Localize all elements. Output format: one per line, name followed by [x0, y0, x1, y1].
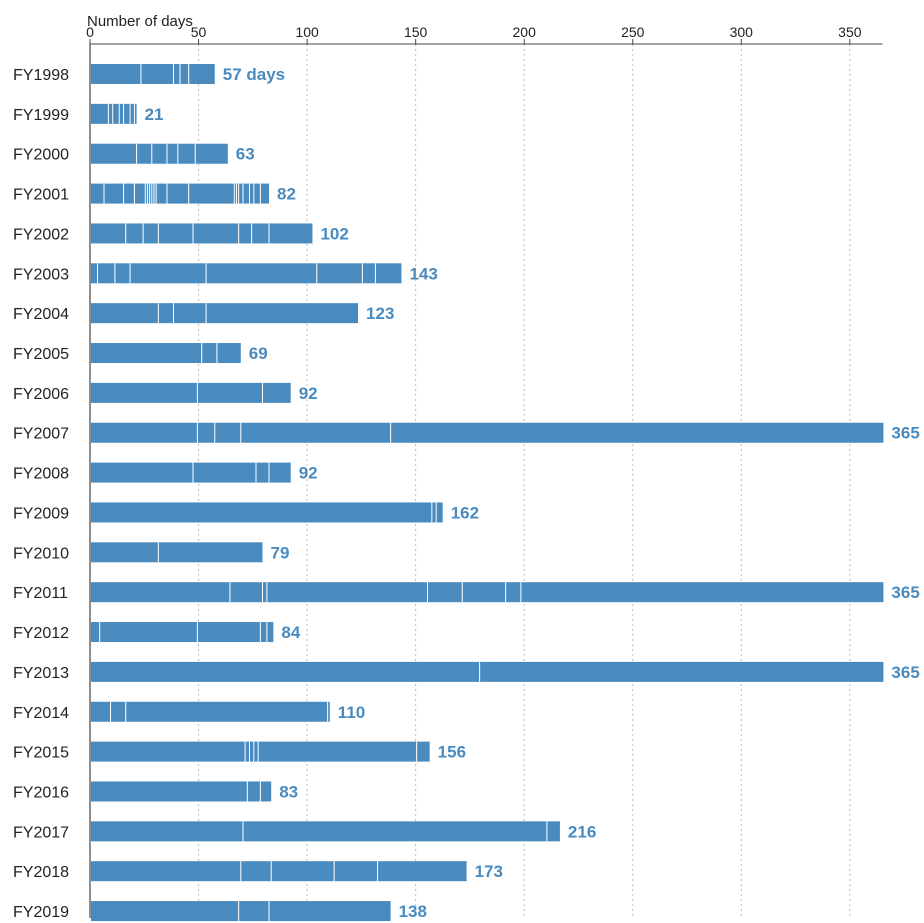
bar-FY2019 [91, 901, 391, 922]
x-tick-label-200: 200 [513, 24, 537, 40]
category-label-FY2014: FY2014 [13, 705, 69, 722]
value-label-FY2001: 82 [277, 185, 296, 204]
category-label-FY2010: FY2010 [13, 545, 69, 562]
category-label-FY2016: FY2016 [13, 784, 69, 801]
category-label-FY2006: FY2006 [13, 386, 69, 403]
x-tick-label-350: 350 [838, 24, 862, 40]
bar-layer [91, 64, 884, 922]
x-tick-label-150: 150 [404, 24, 428, 40]
value-label-FY2014: 110 [338, 703, 365, 722]
value-label-FY2009: 162 [451, 503, 479, 522]
category-label-FY1998: FY1998 [13, 67, 69, 84]
value-label-FY2019: 138 [399, 902, 427, 921]
value-label-FY1999: 21 [145, 105, 164, 124]
category-label-FY2012: FY2012 [13, 625, 69, 642]
bar-FY1999 [91, 103, 137, 124]
bar-FY2016 [91, 781, 272, 802]
value-label-FY1998: 57 days [223, 65, 285, 84]
bar-FY2007 [91, 422, 884, 443]
x-tick-label-250: 250 [621, 24, 645, 40]
value-label-FY2015: 156 [438, 743, 466, 762]
bar-FY2014 [91, 701, 330, 722]
x-tick-label-50: 50 [191, 24, 207, 40]
value-label-FY2011: 365 [891, 583, 919, 602]
value-label-FY2016: 83 [279, 782, 298, 801]
value-label-FY2007: 365 [891, 424, 919, 443]
category-label-FY2004: FY2004 [13, 306, 69, 323]
category-label-FY2015: FY2015 [13, 745, 69, 762]
separator-layer [97, 64, 548, 922]
value-label-FY2017: 216 [568, 822, 596, 841]
category-label-FY2007: FY2007 [13, 426, 69, 443]
category-label-FY2000: FY2000 [13, 147, 69, 164]
category-label-FY2013: FY2013 [13, 665, 69, 682]
bar-FY2002 [91, 223, 313, 244]
x-axis-title: Number of days [87, 13, 193, 30]
bar-FY2012 [91, 622, 274, 643]
value-label-FY2006: 92 [299, 384, 318, 403]
category-label-FY2003: FY2003 [13, 266, 69, 283]
bar-FY2008 [91, 462, 291, 483]
value-label-FY2004: 123 [366, 304, 394, 323]
axis-layer: Number of days 0 50 100 150 200 250 300 350 [86, 13, 883, 918]
category-label-FY2018: FY2018 [13, 864, 69, 881]
bar-FY2004 [91, 303, 359, 324]
bar-FY2006 [91, 382, 291, 403]
label-layer: FY1998 57 days FY1999 21 FY2000 63 FY2001 82 FY2… [13, 65, 920, 921]
x-tick-label-100: 100 [295, 24, 319, 40]
category-label-FY2005: FY2005 [13, 346, 69, 363]
value-label-FY2000: 63 [236, 145, 255, 164]
category-label-FY2002: FY2002 [13, 226, 69, 243]
x-tick-label-300: 300 [730, 24, 754, 40]
category-label-FY2008: FY2008 [13, 466, 69, 483]
bar-FY2011 [91, 582, 884, 603]
bar-FY2009 [91, 502, 443, 523]
bar-FY2003 [91, 263, 402, 284]
bar-FY2001 [91, 183, 270, 204]
value-label-FY2005: 69 [249, 344, 268, 363]
bar-FY1998 [91, 64, 215, 84]
value-label-FY2003: 143 [409, 264, 437, 283]
value-label-FY2012: 84 [281, 623, 300, 642]
category-label-FY2017: FY2017 [13, 824, 69, 841]
bar-FY2013 [91, 661, 884, 682]
value-label-FY2010: 79 [271, 543, 290, 562]
bar-FY2000 [91, 143, 228, 164]
bar-FY2017 [91, 821, 560, 842]
category-label-FY2001: FY2001 [13, 187, 69, 204]
value-label-FY2002: 102 [320, 224, 348, 243]
value-label-FY2018: 173 [475, 862, 503, 881]
category-label-FY2009: FY2009 [13, 505, 69, 522]
bar-FY2018 [91, 861, 467, 882]
category-label-FY2019: FY2019 [13, 904, 69, 921]
bar-FY2010 [91, 542, 263, 563]
x-tick-label-0: 0 [86, 24, 94, 40]
value-label-FY2008: 92 [299, 464, 318, 483]
bar-FY2005 [91, 343, 241, 364]
value-label-FY2013: 365 [891, 663, 919, 682]
category-label-FY1999: FY1999 [13, 107, 69, 124]
category-label-FY2011: FY2011 [13, 585, 68, 602]
bar-FY2015 [91, 741, 430, 762]
